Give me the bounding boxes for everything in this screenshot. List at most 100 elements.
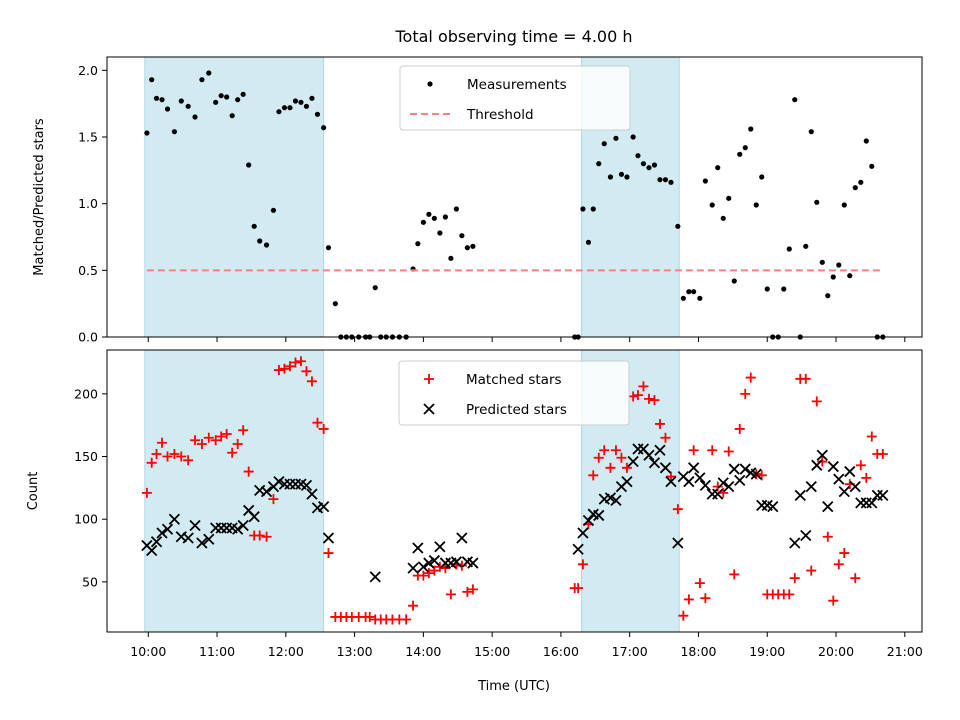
predicted-star-point — [450, 556, 463, 568]
matched-star-point — [445, 589, 456, 600]
predicted-star-point — [621, 475, 633, 488]
measurement-point — [720, 215, 726, 221]
predicted-star-point — [816, 449, 828, 461]
x-tick-label: 17:00 — [612, 644, 648, 659]
measurement-point — [321, 125, 327, 131]
measurement-point — [657, 177, 663, 183]
y-tick-label: 50 — [82, 574, 98, 589]
measurement-point — [852, 185, 858, 191]
predicted-star-point — [844, 465, 856, 478]
measurement-point — [635, 153, 641, 159]
measurement-point — [731, 278, 737, 284]
measurement-point — [748, 126, 754, 132]
matched-star-point — [800, 373, 811, 384]
matched-star-point — [232, 439, 243, 449]
predicted-star-point — [577, 527, 589, 539]
measurement-point — [580, 206, 586, 212]
predicted-star-point — [423, 557, 435, 569]
matched-star-point — [577, 559, 588, 570]
predicted-star-point — [800, 529, 812, 542]
measurement-point — [596, 161, 602, 167]
matched-star-point — [672, 504, 683, 515]
matched-star-point — [850, 573, 861, 584]
matched-star-point — [279, 363, 290, 374]
x-tick-label: 18:00 — [680, 644, 716, 659]
x-tick-label: 13:00 — [337, 644, 373, 659]
matched-star-point — [210, 435, 221, 446]
matched-star-point — [593, 452, 604, 463]
measurement-point — [159, 97, 165, 103]
measurement-point — [759, 174, 765, 180]
measurement-point — [263, 242, 270, 248]
predicted-star-point — [648, 457, 661, 469]
plot-frame — [106, 349, 923, 633]
matched-star-point — [605, 462, 616, 473]
matched-star-point — [707, 445, 718, 456]
matched-star-point — [573, 583, 584, 594]
predicted-star-point — [699, 479, 711, 491]
plot-frame — [106, 56, 923, 338]
shaded-interval — [144, 56, 325, 338]
predicted-star-point — [428, 554, 441, 567]
predicted-star-point — [189, 519, 201, 532]
predicted-star-point — [260, 485, 273, 498]
predicted-star-point — [734, 474, 746, 486]
measurement-point — [453, 206, 459, 212]
measurement-point — [178, 98, 184, 104]
measurement-point — [448, 255, 454, 261]
predicted-star-point — [665, 475, 677, 488]
predicted-star-point — [572, 543, 584, 555]
matched-star-point — [654, 418, 665, 429]
measurement-point — [742, 145, 748, 151]
matched-star-point — [273, 365, 284, 376]
figure-title: Total observing time = 4.00 h — [394, 27, 632, 46]
matched-star-point — [301, 366, 312, 377]
measurement-point — [753, 202, 759, 208]
matched-star-point — [162, 451, 173, 462]
predicted-star-point — [750, 468, 762, 480]
matched-star-point — [408, 600, 419, 611]
predicted-star-point — [306, 488, 318, 500]
measurement-point — [726, 195, 732, 201]
matched-star-point — [740, 388, 751, 399]
matched-star-point — [610, 445, 621, 456]
measurement-point — [149, 77, 155, 83]
measurement-point — [646, 165, 652, 171]
measurement-point — [309, 95, 315, 101]
measurement-point — [869, 163, 875, 169]
matched-star-point — [146, 457, 157, 468]
predicted-star-point — [794, 489, 806, 502]
measurement-point — [144, 130, 150, 136]
predicted-star-point — [407, 562, 419, 574]
matched-star-point — [440, 563, 451, 574]
matched-star-point — [588, 470, 599, 481]
measurement-point — [185, 103, 191, 109]
matched-star-point — [712, 481, 723, 492]
matched-star-point — [745, 372, 756, 383]
measurement-point — [702, 178, 708, 184]
predicted-star-point — [833, 473, 845, 485]
matched-star-point — [190, 435, 201, 446]
matched-star-point — [141, 487, 152, 498]
measurement-point — [164, 106, 171, 112]
predicted-star-point — [146, 544, 158, 557]
measurement-point — [675, 223, 681, 229]
measurement-point — [836, 262, 842, 268]
matched-star-point — [243, 466, 254, 477]
matched-star-point — [828, 595, 839, 606]
legend-marker-plus — [424, 374, 434, 384]
measurement-point — [590, 206, 596, 212]
measurement-point — [276, 109, 282, 115]
matched-star-point — [621, 462, 632, 473]
legend-label: Predicted stars — [466, 402, 567, 418]
matched-star-point — [238, 425, 249, 436]
matched-star-point — [694, 578, 705, 589]
predicted-star-point — [756, 499, 768, 512]
measurement-point — [618, 171, 625, 177]
measurement-point — [426, 211, 432, 217]
y-tick-label: 0.0 — [78, 330, 98, 345]
predicted-star-point — [417, 561, 430, 573]
matched-star-point — [811, 396, 822, 407]
matched-star-point — [683, 594, 694, 605]
predicted-star-point — [860, 497, 872, 509]
